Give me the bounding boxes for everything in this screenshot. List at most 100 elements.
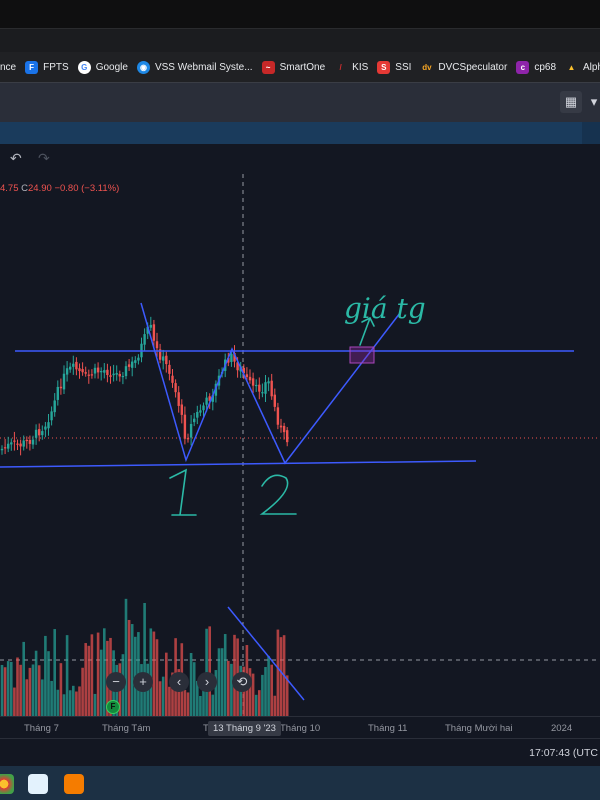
candle-body [211,395,214,402]
candle-body [189,423,193,438]
time-axis[interactable]: Tháng 7 Tháng Tám T Tháng 10 Tháng 11 Th… [0,716,600,739]
bookmark-google[interactable]: G Google [77,60,128,74]
chrome-icon[interactable] [0,774,14,794]
candle-body [19,443,22,447]
drawing-tools[interactable] [0,302,574,701]
messaging-app-icon[interactable] [28,774,48,794]
candle-body [186,438,190,440]
layout-grid-icon[interactable]: ▦ [560,91,582,113]
clock-text[interactable]: 17:07:43 (UTC [529,747,598,759]
candle-body [174,383,177,393]
volume-bar [208,626,211,716]
bookmark-vss[interactable]: ◉ VSS Webmail Syste... [136,60,253,74]
x-tick-label: Tháng 11 [368,723,408,734]
volume-bar [34,650,38,716]
volume-bar [53,629,56,716]
chevron-down-icon[interactable]: ▾ [590,94,598,109]
app-launcher-icon[interactable] [64,774,84,794]
header-band [0,122,600,144]
header-band-end [582,122,600,144]
candle-body [124,366,128,377]
candle-body [236,362,239,371]
volume-bar [127,619,131,716]
candle-body [251,378,255,386]
candle-body [149,324,152,328]
volume-bar [273,695,277,716]
volume-bar [50,680,53,716]
alphastock-icon: ▲ [567,62,576,72]
bookmark-alphastock[interactable]: ▲AlphaStock [565,61,600,74]
candle-body [10,442,13,445]
volume-bar [10,661,13,716]
undo-icon[interactable]: ↶ [10,150,22,166]
candle-body [69,366,72,370]
candle-body [96,367,100,373]
reset-chart-button[interactable]: ⟲ [232,672,252,692]
google-icon: G [77,60,91,74]
zoom-out-button[interactable]: − [106,672,126,692]
ohlc-legend: 4.75 C24.90 −0.80 (−3.11%) [0,183,119,194]
scroll-right-button[interactable]: › [197,672,217,692]
volume-bar [254,694,258,716]
bookmark-0[interactable]: nce [0,61,17,73]
candle-body [87,374,90,376]
volume-bar [13,687,16,716]
volume-bar [202,689,205,716]
smartone-icon: ~ [261,60,275,74]
volume-bar [152,631,156,716]
candle-body [242,367,245,374]
volume-bar [183,689,187,716]
volume-bar [37,665,41,716]
bookmark-kis[interactable]: / KIS [334,61,369,74]
volume-bar [267,655,270,716]
candle-body [53,400,56,413]
candle-body [72,363,75,367]
volume-bar [158,681,162,716]
candle-body [13,440,16,442]
candle-body [134,360,137,363]
candle-body [44,426,47,430]
double-bottom-pattern [140,302,401,465]
chart-toolbar: ↶ ↷ [0,144,600,174]
os-taskbar [0,766,600,800]
scroll-left-button[interactable]: ‹ [169,672,189,692]
event-marker-icon[interactable]: F [106,700,120,714]
volume-bar [217,648,221,716]
candle-body [162,356,165,361]
bookmark-smartone[interactable]: ~ SmartOne [261,60,325,74]
window-top-strip [0,0,600,28]
volume-bar [199,695,202,716]
price-chart[interactable]: giá tg 1 2 [0,0,600,716]
candle-body [233,353,236,362]
bookmark-dvc[interactable]: dv DVCSpeculator [422,61,508,73]
candle-body [50,411,53,421]
volume-bar [261,674,264,716]
volume-bar [264,667,267,716]
zoom-in-button[interactable]: + [133,672,153,692]
browser-tab-strip [0,28,600,53]
bookmark-cp68[interactable]: c cp68 [516,60,556,74]
candle-body [3,447,7,449]
candle-body [78,368,81,372]
volume-bar [149,628,153,716]
volume-bar [6,661,10,716]
bookmark-fpts[interactable]: F FPTS [25,60,69,74]
volume-bar [130,624,134,716]
redo-icon[interactable]: ↷ [38,150,50,166]
bookmark-ssi[interactable]: S SSI [377,60,411,74]
candle-body [205,397,208,405]
candle-body [106,369,109,376]
volume-bar [177,669,180,716]
volume-bar [99,649,103,716]
candle-body [264,382,267,394]
candle-body [146,326,149,334]
x-tick-label: Tháng 7 [24,723,59,734]
volume-bar [285,675,289,716]
candle-body [0,448,4,451]
volume-bar [65,635,69,716]
candle-body [261,392,264,394]
volume-trendline [227,606,305,701]
volume-bar [186,692,190,716]
candle-body [202,405,205,411]
candle-body [90,374,94,376]
